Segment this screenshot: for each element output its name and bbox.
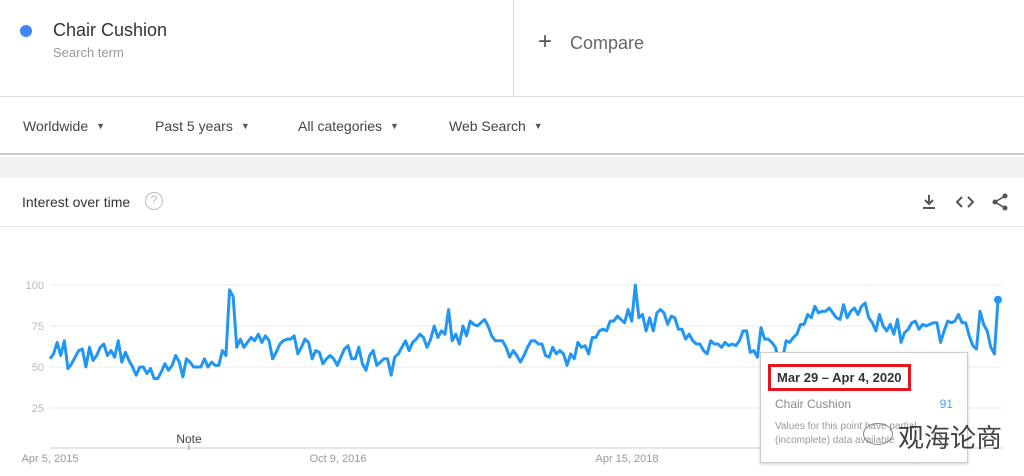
filter-label: Web Search bbox=[449, 118, 526, 134]
tooltip-series-name: Chair Cushion bbox=[775, 397, 852, 411]
filter-label: All categories bbox=[298, 118, 383, 134]
series-color-dot bbox=[20, 25, 32, 37]
wechat-icon bbox=[863, 423, 893, 445]
search-term[interactable]: Chair Cushion bbox=[53, 20, 168, 40]
card-title: Interest over time bbox=[22, 194, 131, 210]
filter-label: Past 5 years bbox=[155, 118, 233, 134]
filter-bar: Worldwide ▼ Past 5 years ▼ All categories ▼… bbox=[0, 97, 1024, 155]
tooltip-value: 91 bbox=[939, 397, 953, 411]
filter-time-range[interactable]: Past 5 years ▼ bbox=[155, 118, 250, 134]
x-tick-label: Apr 15, 2018 bbox=[596, 453, 659, 465]
note-annotation: Note bbox=[176, 432, 202, 446]
download-icon[interactable] bbox=[919, 192, 939, 212]
tooltip-note: Values for this point have partial (inco… bbox=[775, 421, 917, 446]
watermark: 观海论商 bbox=[898, 423, 1003, 453]
filter-category[interactable]: All categories ▼ bbox=[298, 118, 399, 134]
y-tick-label: 50 bbox=[32, 362, 44, 374]
embed-icon[interactable] bbox=[955, 192, 975, 212]
card-divider bbox=[0, 226, 1024, 227]
caret-down-icon: ▼ bbox=[390, 121, 399, 131]
y-tick-label: 100 bbox=[26, 280, 44, 292]
caret-down-icon: ▼ bbox=[96, 121, 106, 131]
filter-search-type[interactable]: Web Search ▼ bbox=[449, 118, 543, 134]
help-icon[interactable]: ? bbox=[145, 192, 163, 210]
compare-label: Compare bbox=[570, 33, 645, 53]
filter-label: Worldwide bbox=[23, 118, 89, 134]
compare-button[interactable]: + Compare bbox=[514, 0, 1024, 97]
share-icon[interactable] bbox=[990, 192, 1010, 212]
filter-region[interactable]: Worldwide ▼ bbox=[23, 118, 105, 134]
series-line-chair-cushion bbox=[48, 283, 1000, 380]
y-tick-label: 25 bbox=[32, 403, 44, 415]
search-term-card[interactable]: Chair Cushion Search term bbox=[0, 0, 514, 97]
caret-down-icon: ▼ bbox=[240, 121, 250, 131]
caret-down-icon: ▼ bbox=[533, 121, 543, 131]
x-tick-label: Oct 9, 2016 bbox=[310, 453, 367, 465]
chart-tooltip: Mar 29 – Apr 4, 2020 Chair Cushion 91 Va… bbox=[760, 352, 968, 463]
x-tick-label: Apr 5, 2015 bbox=[22, 453, 79, 465]
hover-point bbox=[994, 295, 1002, 304]
y-tick-label: 75 bbox=[32, 321, 44, 333]
search-term-subtitle: Search term bbox=[53, 45, 124, 60]
plus-icon: + bbox=[538, 28, 553, 55]
section-gap bbox=[0, 157, 1024, 178]
tooltip-date: Mar 29 – Apr 4, 2020 bbox=[768, 364, 911, 391]
